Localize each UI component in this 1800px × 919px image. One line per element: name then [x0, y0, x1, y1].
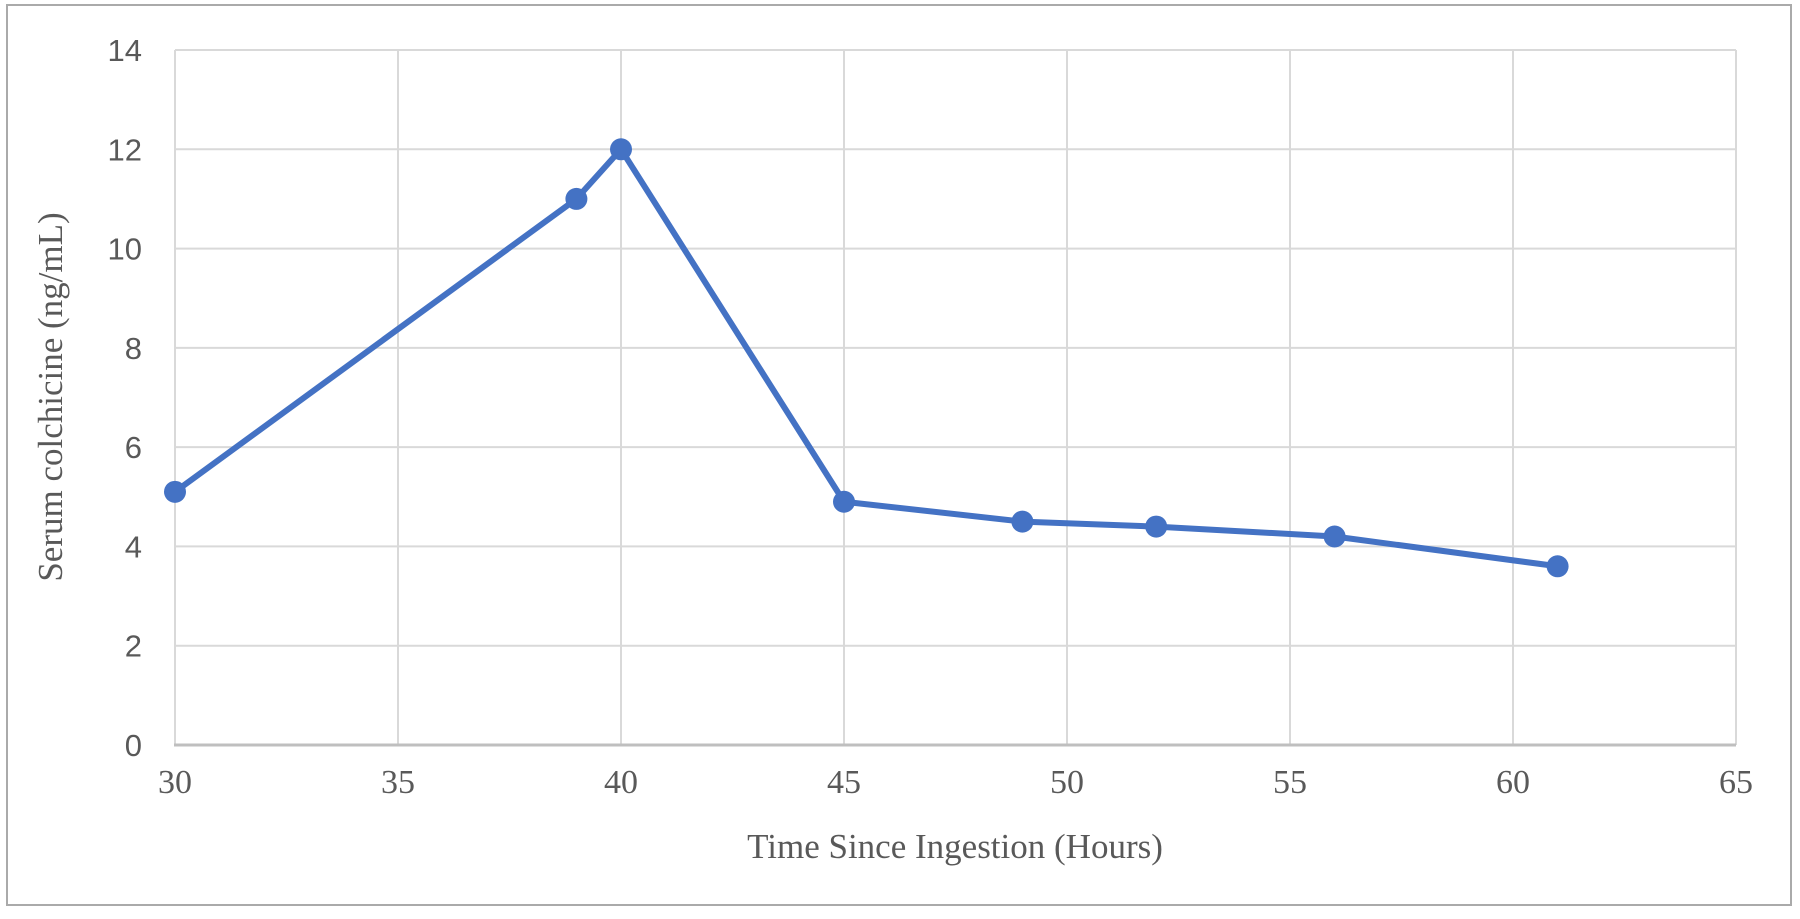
x-tick-label: 60	[1496, 764, 1530, 801]
gridlines	[174, 49, 1737, 745]
y-tick-label: 6	[125, 430, 142, 465]
y-tick-label: 10	[108, 232, 142, 267]
tick-labels: 30 35 40 45 50 55 60 65 0 2 4 6 8 10 12 14	[108, 33, 1753, 801]
y-tick-label: 0	[125, 728, 142, 763]
data-point-marker	[1546, 555, 1569, 578]
axis-lines	[174, 50, 1736, 747]
y-tick-label: 14	[108, 33, 142, 68]
data-point-marker	[833, 490, 855, 513]
x-tick-label: 55	[1273, 764, 1307, 801]
x-tick-label: 40	[604, 764, 638, 801]
data-point-marker	[1145, 515, 1168, 538]
x-tick-label: 65	[1719, 764, 1753, 801]
x-tick-label: 45	[827, 764, 861, 801]
data-point-marker	[1323, 525, 1346, 548]
y-tick-label: 2	[125, 629, 142, 664]
y-tick-label: 8	[125, 331, 142, 366]
data-point-marker	[565, 187, 588, 210]
series-line	[172, 146, 1561, 570]
y-tick-label: 4	[125, 529, 142, 564]
y-tick-label: 12	[108, 132, 142, 167]
data-point-marker	[164, 480, 186, 503]
x-axis-title: Time Since Ingestion (Hours)	[747, 827, 1163, 866]
x-tick-label: 50	[1050, 764, 1084, 801]
x-tick-label: 30	[158, 764, 192, 801]
data-point-marker	[610, 138, 632, 161]
y-axis-title: Serum colchicine (ng/mL)	[31, 212, 70, 581]
data-point-marker	[1011, 510, 1034, 533]
data-series	[164, 138, 1569, 578]
x-tick-label: 35	[381, 764, 415, 801]
